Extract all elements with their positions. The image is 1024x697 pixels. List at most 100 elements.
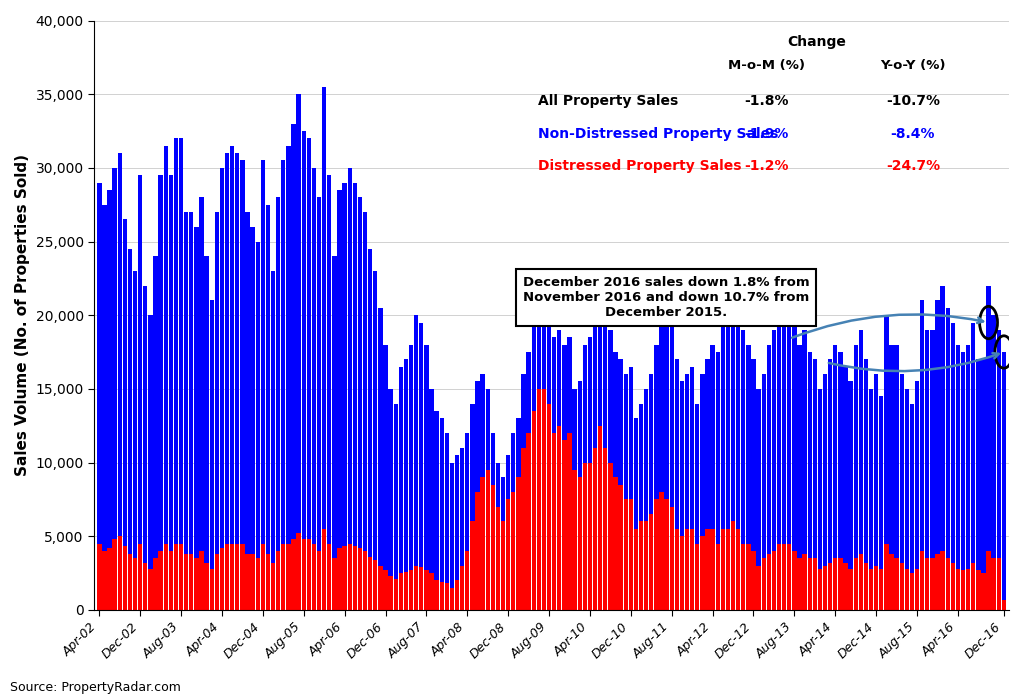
Text: Distressed Property Sales: Distressed Property Sales (538, 159, 741, 173)
Bar (976, 570, 981, 610)
Bar (154, 558, 158, 610)
Bar (966, 344, 971, 610)
Bar (470, 521, 474, 610)
Bar (920, 300, 925, 610)
Bar (858, 330, 863, 610)
Bar (164, 146, 168, 610)
Bar (108, 190, 112, 610)
Bar (164, 544, 168, 610)
Bar (241, 160, 245, 610)
Bar (935, 554, 940, 610)
Text: -10.7%: -10.7% (886, 94, 940, 108)
Bar (572, 470, 577, 610)
Bar (955, 344, 961, 610)
Text: -24.7%: -24.7% (886, 159, 940, 173)
Bar (844, 562, 848, 610)
Bar (251, 227, 255, 610)
Bar (460, 447, 464, 610)
Bar (138, 544, 142, 610)
Bar (598, 426, 602, 610)
Bar (914, 381, 920, 610)
Bar (945, 558, 950, 610)
Bar (113, 539, 117, 610)
Bar (562, 344, 566, 610)
Bar (904, 569, 909, 610)
Bar (220, 168, 224, 610)
Bar (403, 572, 409, 610)
Bar (971, 562, 976, 610)
Bar (557, 426, 561, 610)
Bar (624, 499, 628, 610)
Bar (174, 139, 178, 610)
Bar (991, 315, 996, 610)
Bar (844, 367, 848, 610)
Bar (909, 404, 914, 610)
Bar (511, 492, 515, 610)
Bar (450, 588, 454, 610)
Bar (894, 344, 899, 610)
Bar (700, 374, 705, 610)
Text: Non-Distressed Property Sales: Non-Distressed Property Sales (538, 127, 778, 141)
Bar (736, 529, 740, 610)
Bar (148, 569, 153, 610)
Bar (798, 558, 802, 610)
Bar (868, 569, 873, 610)
Bar (439, 418, 444, 610)
Bar (261, 544, 265, 610)
Bar (634, 418, 638, 610)
Bar (531, 323, 536, 610)
Text: Y-o-Y (%): Y-o-Y (%) (881, 59, 946, 72)
Bar (455, 455, 459, 610)
Bar (215, 554, 219, 610)
Bar (501, 477, 505, 610)
Bar (782, 300, 786, 610)
Bar (485, 389, 489, 610)
Bar (899, 562, 904, 610)
Text: Change: Change (787, 36, 846, 49)
Bar (316, 197, 322, 610)
Bar (460, 566, 464, 610)
Bar (123, 546, 127, 610)
Bar (547, 404, 551, 610)
Bar (97, 183, 101, 610)
Bar (793, 551, 797, 610)
Bar (665, 315, 669, 610)
Bar (102, 551, 106, 610)
Bar (711, 529, 715, 610)
Bar (726, 308, 730, 610)
Bar (899, 374, 904, 610)
Bar (711, 344, 715, 610)
Bar (567, 337, 571, 610)
Bar (362, 551, 368, 610)
Bar (133, 558, 137, 610)
Bar (986, 286, 991, 610)
Bar (904, 389, 909, 610)
Bar (455, 581, 459, 610)
Bar (746, 344, 751, 610)
Bar (342, 183, 347, 610)
Bar (950, 323, 955, 610)
Bar (169, 551, 173, 610)
Bar (823, 374, 827, 610)
Bar (537, 389, 541, 610)
Bar (230, 544, 234, 610)
Bar (894, 558, 899, 610)
Bar (986, 551, 991, 610)
Bar (914, 569, 920, 610)
Bar (971, 323, 976, 610)
Bar (1001, 599, 1006, 610)
Bar (521, 447, 525, 610)
Bar (271, 562, 275, 610)
Bar (128, 249, 132, 610)
Bar (547, 293, 551, 610)
Bar (332, 256, 337, 610)
Bar (347, 544, 352, 610)
Bar (593, 315, 597, 610)
Bar (863, 360, 868, 610)
Bar (793, 300, 797, 610)
Bar (118, 153, 122, 610)
Bar (398, 573, 403, 610)
Bar (966, 569, 971, 610)
Bar (506, 499, 510, 610)
Bar (808, 352, 812, 610)
